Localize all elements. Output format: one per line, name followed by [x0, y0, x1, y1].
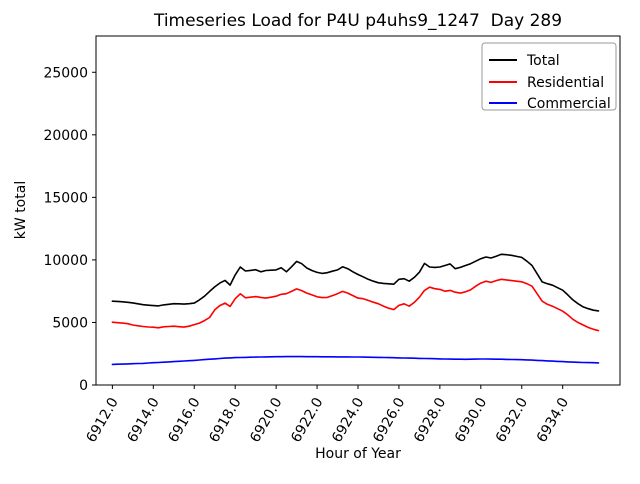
series-lines [111, 253, 600, 366]
y-tick-label: 5000 [52, 315, 88, 331]
y-tick-label: 0 [79, 378, 88, 394]
x-tick-label: 6920.0 [247, 395, 285, 445]
series-line-residential [111, 278, 600, 332]
x-tick-label: 6918.0 [206, 395, 244, 445]
x-tick-label: 6914.0 [124, 395, 162, 445]
legend-label-total: Total [526, 53, 560, 69]
series-line-commercial [111, 355, 600, 366]
legend-label-commercial: Commercial [527, 96, 611, 112]
x-tick-label: 6932.0 [493, 395, 531, 445]
x-tick-label: 6928.0 [411, 395, 449, 445]
y-tick-label: 20000 [43, 128, 88, 144]
y-tick-label: 15000 [43, 190, 88, 206]
series-line-total [111, 253, 600, 312]
x-axis-label: Hour of Year [315, 446, 401, 462]
legend: Total Residential Commercial [481, 42, 617, 112]
x-tick-label: 6922.0 [288, 395, 326, 445]
y-tick-label: 25000 [43, 65, 88, 81]
x-tick-label: 6916.0 [165, 395, 203, 445]
chart-title: Timeseries Load for P4U p4uhs9_1247 Day … [153, 11, 562, 31]
y-tick-label: 10000 [43, 253, 88, 269]
x-tick-label: 6912.0 [83, 395, 121, 445]
x-tick-label: 6934.0 [534, 395, 572, 445]
y-axis-label: kW total [13, 181, 29, 239]
legend-label-residential: Residential [527, 75, 604, 91]
x-tick-label: 6926.0 [370, 395, 408, 445]
x-tick-label: 6924.0 [329, 395, 367, 445]
x-tick-label: 6930.0 [452, 395, 490, 445]
